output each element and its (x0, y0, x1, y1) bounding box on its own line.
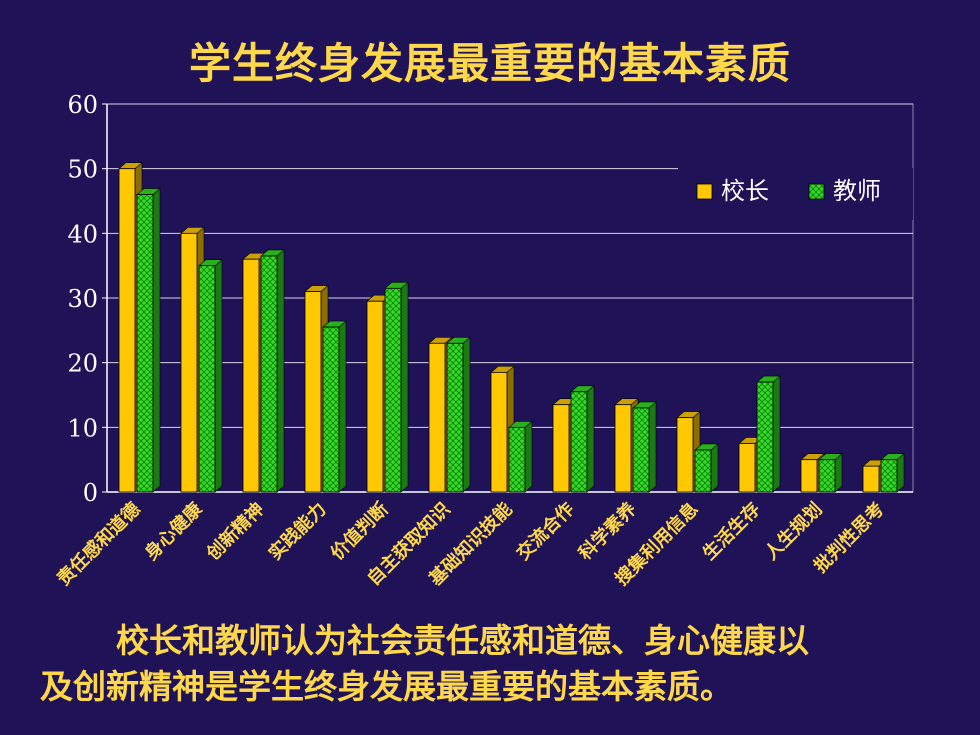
legend-label-teacher: 教师 (833, 177, 881, 205)
bar-teacher (136, 187, 161, 493)
bar-teacher (260, 249, 285, 493)
bar-side (586, 385, 595, 493)
y-tick-label: 30 (67, 285, 98, 313)
bar-front (552, 404, 570, 493)
bar-side (462, 336, 471, 493)
bar-front (446, 342, 464, 493)
bar-teacher (880, 453, 905, 493)
x-tick-label: 责任感和道德 (53, 498, 145, 590)
bar-front (118, 168, 136, 493)
bar-front (508, 426, 526, 493)
bar-teacher (322, 320, 347, 493)
legend-swatch-principal (696, 183, 713, 200)
bar-front (384, 287, 402, 493)
bar-side (710, 443, 719, 493)
bar-front (242, 258, 260, 493)
slide-title: 学生终身发展最重要的基本素质 (188, 39, 791, 88)
bar-teacher (446, 336, 471, 493)
bar-teacher (756, 375, 781, 493)
bar-side (400, 281, 409, 493)
x-tick-label: 身心健康 (140, 497, 207, 564)
bar-teacher (198, 259, 223, 493)
bar-side (648, 401, 657, 493)
legend-swatch-teacher (808, 183, 825, 200)
y-tick-label: 50 (67, 156, 98, 184)
bar-teacher (694, 443, 719, 493)
bar-side (524, 420, 533, 493)
y-tick-label: 40 (67, 220, 98, 248)
bar-side (338, 320, 347, 493)
bar-front (676, 417, 694, 493)
bar-side (834, 453, 843, 493)
bar-front (428, 342, 446, 493)
bar-front (818, 459, 836, 493)
bar-side (214, 259, 223, 493)
bar-front (180, 232, 198, 493)
x-tick-label: 创新精神 (201, 498, 268, 565)
y-tick-label: 10 (67, 414, 98, 442)
x-tick-label: 实践能力 (264, 498, 330, 564)
bar-front (862, 465, 880, 493)
bar-front (260, 255, 278, 493)
legend: 校长 教师 (678, 168, 913, 220)
bar-front (756, 381, 774, 493)
bar-teacher (508, 420, 533, 493)
bar-front (800, 459, 818, 493)
y-tick-label: 20 (67, 350, 98, 378)
bar-front (694, 449, 712, 493)
caption-line-2: 及创新精神是学生终身发展最重要的基本素质。 (40, 667, 733, 706)
bar-side (896, 453, 905, 493)
slide-caption: 校长和教师认为社会责任感和道德、身心健康以 及创新精神是学生终身发展最重要的基本… (40, 618, 940, 710)
bar-front (738, 443, 756, 493)
bar-teacher (384, 281, 409, 493)
x-tick-label: 生活生存 (698, 498, 764, 564)
bar-side (276, 249, 285, 493)
caption-line-1: 校长和教师认为社会责任感和道德、身心健康以 (116, 621, 809, 660)
bar-teacher (632, 401, 657, 493)
bar-front (136, 194, 154, 493)
y-tick-label: 60 (67, 91, 98, 119)
legend-background (678, 168, 913, 220)
bar-front (614, 404, 632, 493)
bar-front (632, 407, 650, 493)
bar-front (304, 291, 322, 493)
bar-front (366, 300, 384, 493)
bar-side (152, 187, 161, 493)
bar-front (198, 265, 216, 493)
bar-teacher (818, 453, 843, 493)
bar-teacher (570, 385, 595, 493)
bar-side (772, 375, 781, 493)
bar-front (490, 371, 508, 493)
legend-label-principal: 校长 (721, 177, 769, 205)
bar-front (570, 391, 588, 493)
bar-chart: 0102030405060责任感和道德身心健康创新精神实践能力价值判断自主获取知… (53, 91, 914, 591)
bar-front (880, 459, 898, 493)
bar-front (322, 326, 340, 493)
y-tick-label: 0 (83, 479, 98, 507)
x-tick-label: 交流合作 (512, 498, 578, 564)
